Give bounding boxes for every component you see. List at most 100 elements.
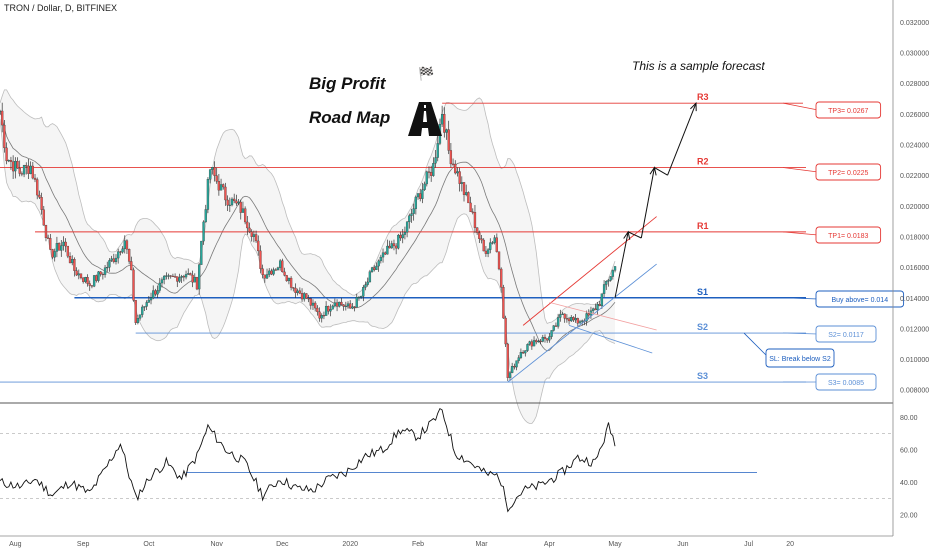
candle-body xyxy=(359,296,363,298)
candle-body xyxy=(316,307,319,313)
candle-body xyxy=(22,165,26,175)
candle xyxy=(202,220,205,245)
candle xyxy=(66,245,70,259)
candle xyxy=(149,292,153,305)
candle xyxy=(36,177,39,200)
candle xyxy=(578,319,582,324)
candle-body xyxy=(600,293,604,307)
candle-body xyxy=(64,241,67,247)
x-tick-label: Jun xyxy=(677,541,688,548)
candle-body xyxy=(539,340,542,342)
candle-body xyxy=(403,232,407,235)
candle xyxy=(198,262,201,295)
candle xyxy=(119,250,122,256)
candle xyxy=(268,268,271,278)
candle xyxy=(366,277,369,287)
y-tick-label: 0.028000 xyxy=(900,81,929,88)
candle xyxy=(526,343,529,353)
candle xyxy=(370,266,374,273)
candle xyxy=(609,276,612,282)
candle-body xyxy=(357,296,361,299)
candle-body xyxy=(53,251,56,258)
candle-body xyxy=(123,240,126,250)
candle-body xyxy=(289,277,293,288)
candle xyxy=(272,267,275,276)
candle xyxy=(106,261,109,272)
candle-body xyxy=(108,260,111,268)
candle xyxy=(416,193,420,200)
candle-body xyxy=(561,313,564,315)
candle-body xyxy=(173,276,177,278)
y-tick-label: 0.032000 xyxy=(900,20,929,27)
candle xyxy=(60,240,63,257)
candle xyxy=(331,304,334,310)
candle-body xyxy=(44,224,48,239)
candle-body xyxy=(410,213,413,216)
forecast-segment xyxy=(654,167,668,176)
candle-body xyxy=(112,258,115,263)
candle-body xyxy=(20,173,24,175)
candle xyxy=(576,317,579,327)
candle xyxy=(556,313,560,329)
candle xyxy=(274,268,277,271)
candle xyxy=(357,296,361,301)
candle-body xyxy=(298,290,302,294)
candle xyxy=(548,332,551,343)
candle xyxy=(298,287,302,295)
candle xyxy=(108,258,111,272)
candle xyxy=(117,248,120,264)
candle xyxy=(300,288,304,302)
candle xyxy=(535,338,538,345)
candle-body xyxy=(414,196,418,209)
candle-body xyxy=(609,276,612,281)
candle xyxy=(445,128,448,140)
candle-body xyxy=(294,287,297,293)
candle xyxy=(563,313,566,323)
candle xyxy=(484,245,488,257)
candle-body xyxy=(320,315,323,319)
candle-body xyxy=(276,267,280,270)
x-tick-label: Mar xyxy=(475,541,488,548)
candle-body xyxy=(445,129,448,133)
candle xyxy=(97,271,100,283)
callout-connector xyxy=(782,332,819,335)
candle xyxy=(462,182,466,202)
candle xyxy=(349,300,352,309)
candle-body xyxy=(486,249,490,254)
oscillator-tick-label: 80.00 xyxy=(900,415,918,422)
candle xyxy=(486,248,490,258)
candle xyxy=(79,273,83,280)
candle-body xyxy=(147,299,150,303)
falling-blue-trendline xyxy=(568,324,653,354)
candle xyxy=(491,241,494,245)
candle xyxy=(303,292,306,302)
candle xyxy=(283,267,286,277)
candle xyxy=(230,197,234,207)
candle xyxy=(340,297,343,306)
y-tick-label: 0.022000 xyxy=(900,173,929,180)
candle xyxy=(248,222,251,234)
candle-body xyxy=(607,280,610,282)
callout-connector xyxy=(743,332,769,358)
candle-body xyxy=(182,276,186,278)
candle-body xyxy=(572,317,575,321)
candle-body xyxy=(519,352,523,358)
candle xyxy=(554,322,558,327)
candle xyxy=(585,310,588,326)
candle-body xyxy=(548,336,551,341)
candle-body xyxy=(591,308,595,311)
candle xyxy=(307,294,310,303)
candle xyxy=(237,199,240,206)
candle xyxy=(364,281,367,291)
candle-body xyxy=(38,194,41,198)
candle-body xyxy=(230,198,234,206)
candle-body xyxy=(611,270,614,277)
candle-body xyxy=(349,303,352,309)
candle xyxy=(480,235,483,244)
candle xyxy=(158,278,161,293)
candle-body xyxy=(565,318,569,320)
candle-body xyxy=(101,273,105,276)
candle xyxy=(559,309,562,322)
candle-body xyxy=(114,257,118,263)
candle xyxy=(228,197,231,212)
